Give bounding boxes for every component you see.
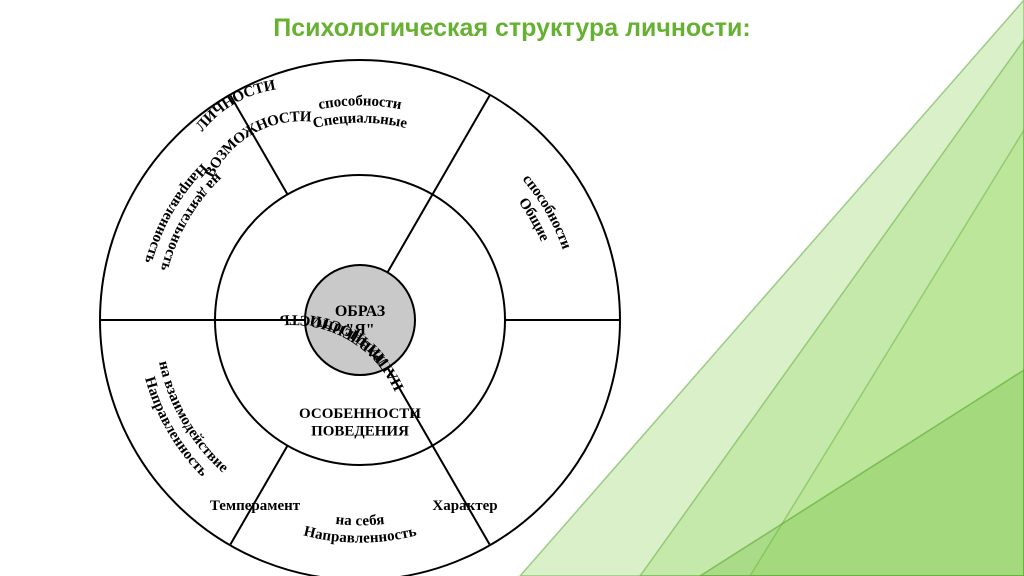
svg-text:на себя: на себя [335, 512, 385, 529]
svg-text:способности: способности [317, 93, 403, 113]
page-title: Психологическая структура личности: [0, 14, 1024, 43]
svg-text:ОСОБЕННОСТИПОВЕДЕНИЯ: ОСОБЕННОСТИПОВЕДЕНИЯ [299, 406, 421, 439]
svg-text:Темперамент: Темперамент [210, 498, 301, 514]
personality-structure-diagram: ОБРАЗ"Я"НАПРАВЛЕННОСТЬЛИЧНОСТИВОЗМОЖНОСТ… [80, 40, 640, 576]
svg-text:Специальные: Специальные [311, 111, 409, 132]
svg-text:Характер: Характер [432, 498, 497, 514]
